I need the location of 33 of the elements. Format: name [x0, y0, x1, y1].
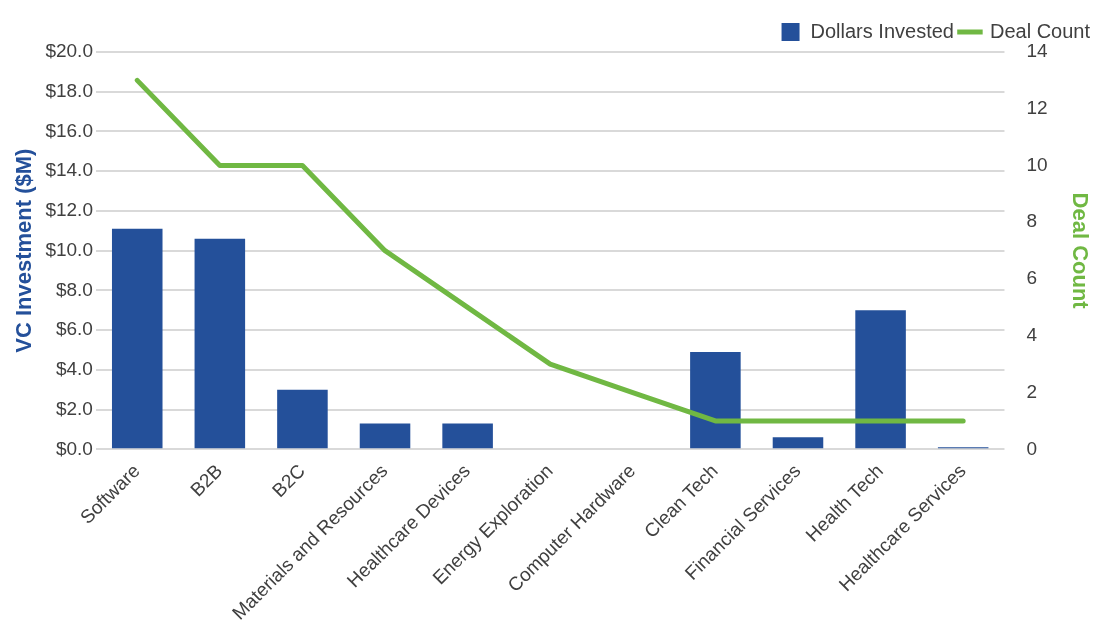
y2-tick-label: 2	[1026, 380, 1038, 402]
x-tick-label: B2C	[267, 460, 309, 502]
bar	[690, 351, 741, 449]
y2-tick-label: 14	[1026, 40, 1049, 62]
bar	[277, 389, 328, 449]
bar	[772, 437, 824, 449]
bar	[855, 310, 906, 449]
y-tick-label: $0.0	[55, 437, 93, 459]
y-tick-label: $16.0	[45, 119, 93, 141]
bar	[359, 423, 411, 449]
y-tick-label: $18.0	[45, 79, 93, 101]
bar	[194, 238, 246, 449]
x-tick-label: B2B	[186, 460, 227, 501]
y-tick-label: $14.0	[45, 159, 93, 181]
y-tick-label: $12.0	[45, 199, 93, 221]
bar	[442, 423, 493, 449]
y-tick-label: $10.0	[45, 238, 93, 260]
y-tick-label: $6.0	[55, 318, 93, 340]
y-tick-label: $2.0	[55, 397, 93, 419]
bar	[111, 228, 163, 449]
y-tick-label: $20.0	[45, 40, 93, 62]
y2-tick-label: 6	[1026, 267, 1038, 289]
legend-label: Deal Count	[989, 19, 1091, 42]
y-tick-label: $4.0	[55, 358, 93, 380]
y2-tick-label: 10	[1026, 153, 1048, 175]
y2-tick-label: 0	[1026, 437, 1038, 459]
legend-label: Dollars Invested	[810, 19, 954, 42]
y-tick-label: $8.0	[55, 278, 93, 300]
y2-tick-label: 8	[1026, 210, 1038, 232]
y2-tick-label: 4	[1026, 324, 1038, 346]
y2-axis-title: Deal Count	[1067, 192, 1093, 310]
y2-tick-label: 12	[1026, 96, 1048, 118]
y-axis-title: VC Investment ($M)	[11, 148, 37, 353]
